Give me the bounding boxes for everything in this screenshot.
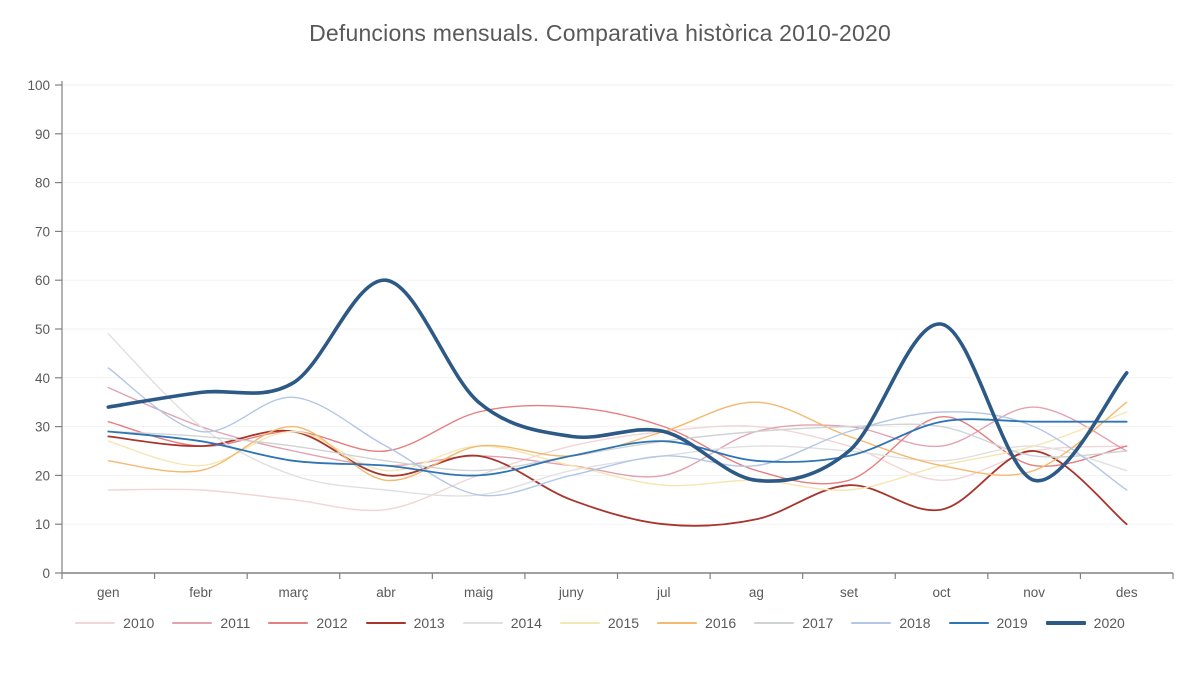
legend-label-2019: 2019 (996, 615, 1028, 631)
legend-swatch-2013 (365, 622, 406, 624)
legend-swatch-2011 (172, 622, 213, 624)
legend-swatch-2020 (1045, 621, 1086, 625)
legend-label-2020: 2020 (1093, 615, 1125, 631)
x-axis-month-label: març (278, 585, 308, 600)
chart-title: Defuncions mensuals. Comparativa històri… (309, 20, 891, 46)
series-line-2011 (107, 386, 1128, 478)
legend-item-2016: 2016 (657, 615, 736, 631)
series-line-2014 (107, 333, 1128, 497)
legend-item-2015: 2015 (559, 615, 640, 631)
series-line-2019 (107, 418, 1128, 477)
series-line-2018 (107, 367, 1128, 497)
line-chart: 0 10 20 30 40 50 60 70 80 90 100 gen febr març abr maig… (27, 78, 1174, 600)
series-line-2017 (107, 423, 1128, 472)
series-line-2010 (107, 425, 1128, 512)
y-axis-tick-label: 10 (35, 517, 50, 532)
legend-item-2011: 2011 (172, 615, 250, 631)
legend-swatch-2012 (268, 622, 309, 624)
y-axis-tick-label: 50 (35, 322, 50, 337)
y-axis-tick-label: 40 (35, 371, 50, 386)
legend-label-2018: 2018 (899, 615, 931, 631)
x-axis-month-label: gen (97, 585, 120, 600)
x-axis-month-label: set (840, 585, 858, 600)
series-line-2020 (106, 278, 1129, 483)
y-axis-tick-label: 90 (35, 127, 50, 142)
chart-legend: 2010 2011 2012 2013 2014 2015 2016 2017 2018 2019… (0, 615, 1200, 631)
y-axis-tick-label: 30 (35, 420, 50, 435)
x-axis-month-label: jul (656, 585, 671, 600)
legend-swatch-2019 (948, 622, 989, 624)
legend-swatch-2015 (559, 622, 600, 624)
plot-area: 0 10 20 30 40 50 60 70 80 90 100 gen febr març abr maig… (27, 78, 1174, 600)
legend-swatch-2016 (657, 622, 698, 624)
legend-swatch-2010 (75, 622, 116, 624)
x-axis-month-label: febr (189, 585, 213, 600)
legend-label-2016: 2016 (705, 615, 737, 631)
x-axis-month-label: juny (558, 585, 584, 600)
y-axis-tick-label: 0 (42, 566, 50, 581)
legend-item-2017: 2017 (754, 615, 833, 631)
legend-label-2013: 2013 (413, 615, 445, 631)
legend-item-2018: 2018 (851, 615, 931, 631)
legend-label-2014: 2014 (510, 615, 542, 631)
legend-item-2019: 2019 (948, 615, 1028, 631)
legend-swatch-2018 (851, 622, 892, 624)
legend-item-2013: 2013 (365, 615, 445, 631)
x-axis-month-label: abr (376, 585, 396, 600)
series-line-2013 (107, 429, 1128, 527)
y-axis-tick-label: 80 (35, 176, 50, 191)
legend-label-2010: 2010 (123, 615, 155, 631)
legend-label-2012: 2012 (316, 615, 348, 631)
legend-item-2014: 2014 (462, 615, 542, 631)
x-axis-month-label: des (1116, 585, 1138, 600)
series-line-2015 (107, 411, 1128, 492)
x-axis-month-label: nov (1023, 585, 1045, 600)
legend-label-2017: 2017 (802, 615, 834, 631)
legend-swatch-2014 (462, 622, 503, 624)
legend-label-2011: 2011 (220, 615, 251, 631)
y-axis-tick-label: 20 (35, 468, 50, 483)
y-axis-tick-label: 60 (35, 273, 50, 288)
legend-item-2012: 2012 (268, 615, 348, 631)
legend-label-2015: 2015 (607, 615, 640, 631)
y-axis-tick-label: 100 (27, 78, 50, 93)
legend-swatch-2017 (754, 622, 795, 624)
legend-item-2020: 2020 (1045, 615, 1125, 631)
x-axis-month-label: ag (749, 585, 764, 600)
x-axis-month-label: oct (933, 585, 951, 600)
y-axis-tick-label: 70 (35, 224, 50, 239)
x-axis-month-label: maig (464, 585, 493, 600)
legend-item-2010: 2010 (75, 615, 154, 631)
